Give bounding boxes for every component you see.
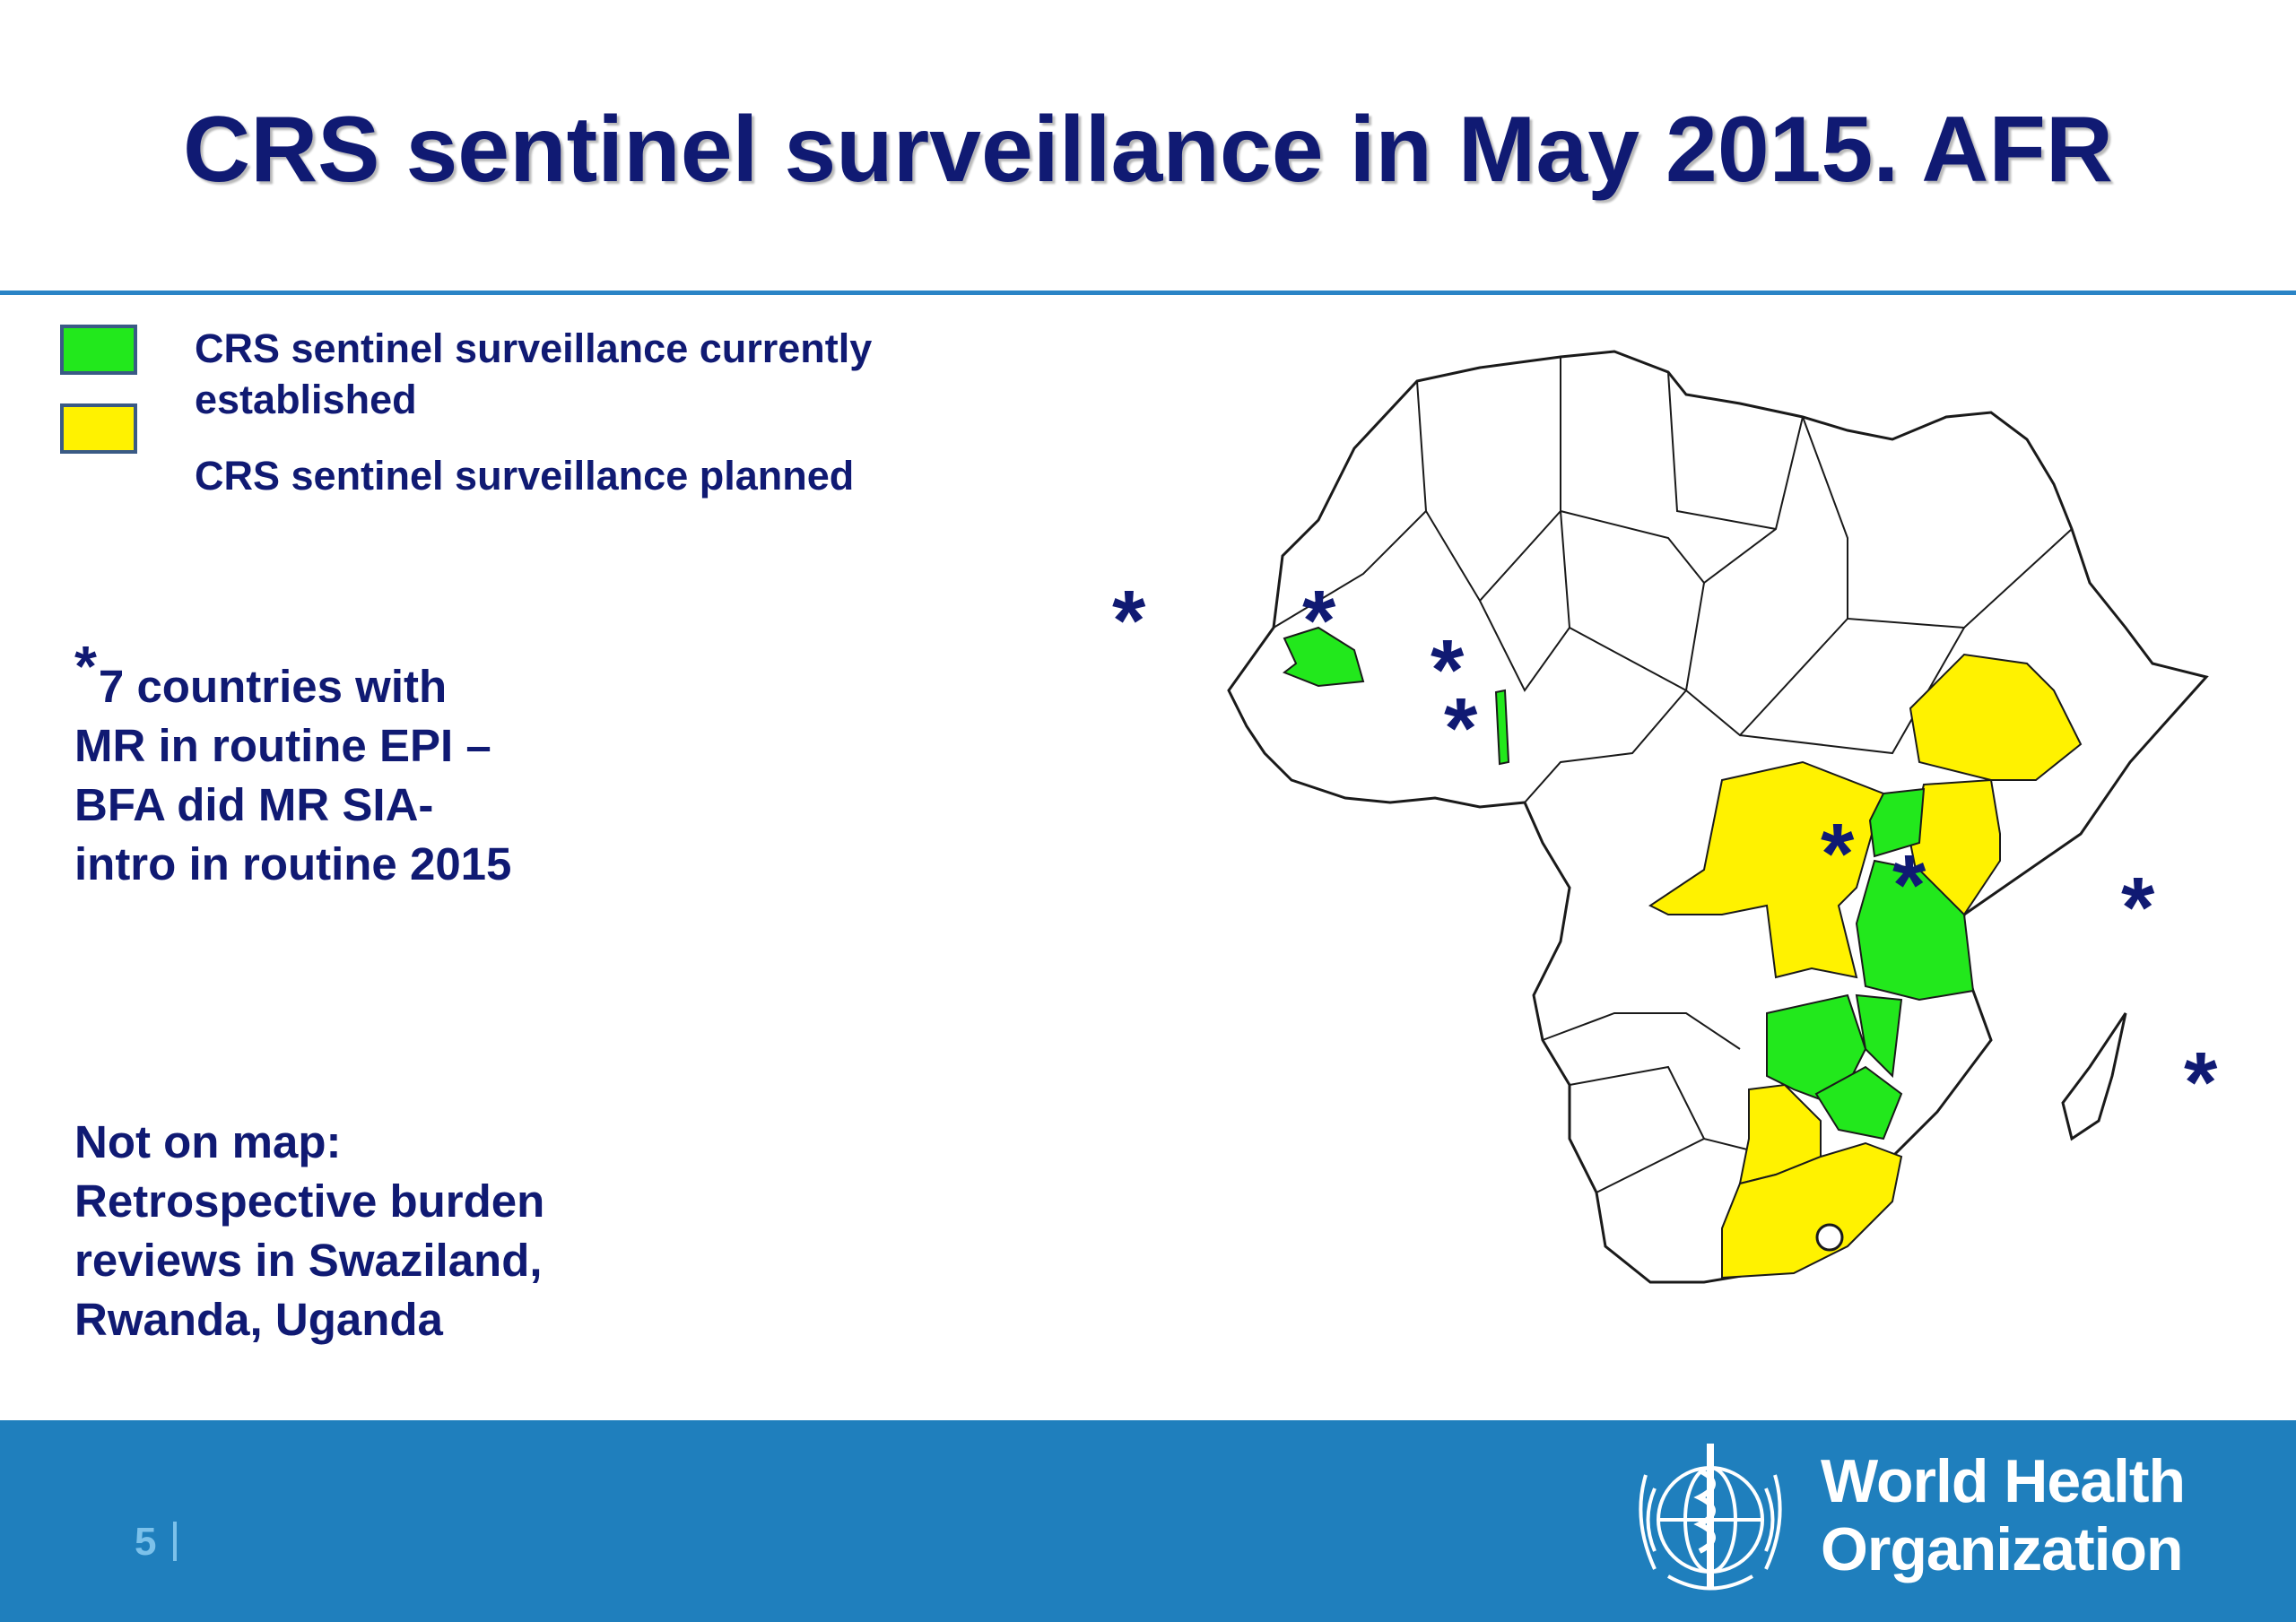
established-countries [1282,626,1975,1141]
not-on-map-line-1: Not on map: [74,1116,342,1167]
malawi-established [1855,993,1903,1079]
legend-swatch-established [60,325,137,375]
ethiopia-planned [1909,653,2083,781]
not-on-map-note: Not on map: Retrospective burden reviews… [74,1113,631,1349]
not-on-map-line-4: Rwanda, Uganda [74,1294,443,1345]
not-on-map-line-3: reviews in Swaziland, [74,1235,543,1286]
lesotho [1815,1223,1844,1252]
south-africa-planned [1721,1141,1903,1279]
asterisk-gambia: * [1302,573,1336,669]
asterisk-ghana: * [1444,681,1478,776]
page-number: 5 [135,1520,157,1564]
asterisk-cape-verde: * [1112,573,1146,669]
mr-note-line-4: intro in routine 2015 [74,838,512,889]
senegal-established [1282,626,1365,688]
who-emblem-logo [1639,1444,1782,1591]
asterisk-mauritius: * [2184,1035,2218,1131]
tanzania-established [1855,859,1975,1002]
who-name-line-2: Organization [1821,1515,2184,1583]
asterisk-rwanda: * [1821,806,1855,902]
legend-label-planned: CRS sentinel surveillance planned [195,453,855,499]
legend-label-established: CRS sentinel surveillance currently esta… [195,325,873,422]
note-asterisk: * [74,634,97,698]
title-divider [0,291,2296,295]
asterisk-burkina-faso: * [1431,622,1465,718]
asterisk-tanzania: * [1892,837,1926,933]
legend-swatch-planned [60,403,137,454]
planned-countries [1648,653,2083,1279]
who-name: World Health Organization [1821,1447,2186,1583]
slide-title: CRS sentinel surveillance in May 2015. A… [182,98,2114,202]
madagascar [2061,1012,2127,1141]
mr-routine-note: *7 countries with MR in routine EPI – BF… [74,637,631,894]
mr-routine-asterisks: * * * * * * * * [1112,573,2218,1131]
mr-note-line-2: MR in routine EPI – [74,720,491,771]
mr-note-line-1: *7 countries with [74,634,448,712]
page-number-divider [173,1522,177,1561]
africa-map: * * * * * * * * [1112,350,2218,1284]
kenya-planned [1909,778,2001,916]
mr-note-line-3: BFA did MR SIA- [74,779,434,830]
asterisk-seychelles: * [2121,860,2155,956]
not-on-map-line-2: Retrospective burden [74,1175,545,1227]
uganda-established [1868,787,1926,858]
footer-bar [0,1420,2296,1622]
country-borders [1273,357,2073,1193]
togo-established [1494,689,1510,766]
zimbabwe-established [1814,1065,1903,1141]
who-name-line-1: World Health [1821,1447,2186,1515]
